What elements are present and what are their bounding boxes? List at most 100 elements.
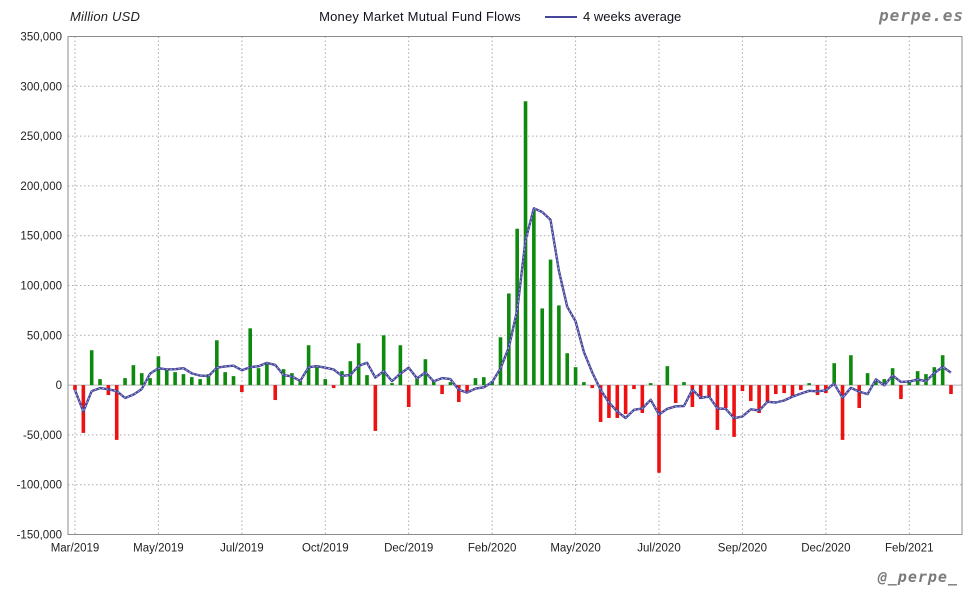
- flow-bar: [89, 350, 94, 386]
- flow-bar: [790, 385, 795, 398]
- flow-bar: [673, 385, 678, 404]
- flow-bar: [448, 382, 453, 386]
- flow-bar: [465, 385, 469, 393]
- flow-bar: [431, 381, 436, 386]
- flow-bar: [548, 259, 553, 386]
- flow-bar: [265, 363, 269, 386]
- flow-bar: [648, 383, 653, 386]
- flow-bar: [807, 383, 811, 386]
- flow-bar: [181, 374, 186, 386]
- flow-bar: [690, 385, 695, 408]
- flow-bar: [231, 376, 236, 386]
- average-line: [73, 207, 952, 420]
- y-tick-label: -100,000: [17, 480, 62, 492]
- flow-bar: [882, 379, 887, 386]
- flow-bar: [365, 375, 369, 386]
- flow-bar: [306, 345, 311, 386]
- flow-bar: [865, 373, 870, 386]
- x-tick-label: Feb/2020: [468, 543, 517, 555]
- flow-bar: [131, 365, 136, 386]
- x-tick-label: Feb/2021: [885, 543, 934, 555]
- flow-bar: [774, 385, 778, 395]
- flow-bar: [615, 385, 620, 418]
- flow-bar: [799, 385, 803, 391]
- flow-bar: [315, 365, 319, 386]
- flow-bar: [698, 385, 703, 400]
- y-tick-label: 100,000: [20, 281, 62, 293]
- y-tick-label: 150,000: [20, 231, 62, 243]
- flow-bar: [732, 385, 736, 437]
- flow-bar: [139, 373, 144, 386]
- flow-bar: [682, 382, 686, 386]
- x-tick-label: Jul/2019: [220, 543, 263, 555]
- flow-bar: [256, 368, 261, 386]
- flow-bar: [240, 385, 244, 393]
- x-tick-label: Dec/2019: [384, 543, 433, 555]
- x-tick-label: Jul/2020: [637, 543, 680, 555]
- flow-bar: [765, 385, 770, 403]
- flow-bar: [415, 378, 419, 386]
- flow-bar: [723, 385, 728, 409]
- flow-bar: [915, 371, 920, 386]
- flow-bar: [840, 385, 845, 440]
- flow-bar: [540, 308, 544, 386]
- flow-bar: [390, 383, 394, 386]
- flow-bar: [248, 328, 252, 386]
- average-line-swatch-icon: [545, 15, 577, 18]
- flow-bar: [156, 356, 161, 386]
- flow-bar: [532, 209, 536, 386]
- flow-bar: [498, 337, 503, 386]
- chart-title: Money Market Mutual Fund Flows: [319, 9, 521, 24]
- flow-bar: [598, 385, 603, 422]
- flow-bar: [832, 363, 836, 386]
- x-tick-label: Mar/2019: [51, 543, 100, 555]
- legend-label: 4 weeks average: [583, 9, 682, 24]
- flow-bar: [331, 385, 336, 389]
- x-tick-label: Dec/2020: [801, 543, 850, 555]
- flow-bar: [148, 378, 152, 386]
- flow-bar: [899, 385, 903, 400]
- watermark-handle: @_perpe_: [877, 568, 958, 586]
- flow-bar: [740, 385, 745, 392]
- y-tick-label: -50,000: [23, 430, 62, 442]
- flow-bar: [582, 382, 586, 386]
- flow-bar: [440, 385, 444, 395]
- flow-bar: [748, 385, 753, 402]
- flow-bar: [565, 353, 570, 386]
- flow-bar: [932, 367, 937, 386]
- plot-border: [67, 36, 963, 535]
- flow-bar: [381, 335, 386, 386]
- flow-bar: [940, 355, 945, 386]
- flow-bar: [164, 370, 169, 386]
- flow-bar: [215, 340, 219, 386]
- flow-bar: [123, 378, 127, 386]
- flow-bar: [73, 385, 77, 391]
- y-axis-unit-label: Million USD: [70, 9, 141, 24]
- y-tick-label: 200,000: [20, 181, 62, 193]
- brand-logo: perpe.es: [878, 6, 964, 25]
- flow-bar: [632, 385, 636, 390]
- flow-bar: [373, 385, 378, 431]
- flow-bar: [573, 367, 578, 386]
- flow-bar: [173, 372, 177, 386]
- legend: 4 weeks average: [545, 9, 681, 24]
- flow-bar: [640, 385, 645, 413]
- flow-bar: [707, 385, 711, 399]
- flow-bar: [98, 379, 102, 386]
- y-tick-label: -150,000: [17, 530, 62, 542]
- y-tick-label: 300,000: [20, 81, 62, 93]
- flow-bar: [557, 305, 561, 386]
- flow-bar: [482, 377, 486, 386]
- flow-bar: [782, 385, 786, 394]
- y-tick-label: 0: [56, 380, 62, 392]
- flow-bar: [290, 373, 294, 386]
- flow-bar: [298, 381, 303, 386]
- flow-bar: [849, 355, 853, 386]
- flow-bar: [757, 385, 761, 413]
- flow-bar: [398, 345, 403, 386]
- flow-bar: [340, 371, 344, 386]
- flow-bar: [473, 378, 478, 386]
- flow-bar: [198, 379, 202, 386]
- average-line-highlight: [74, 207, 952, 419]
- flow-bar: [223, 372, 227, 386]
